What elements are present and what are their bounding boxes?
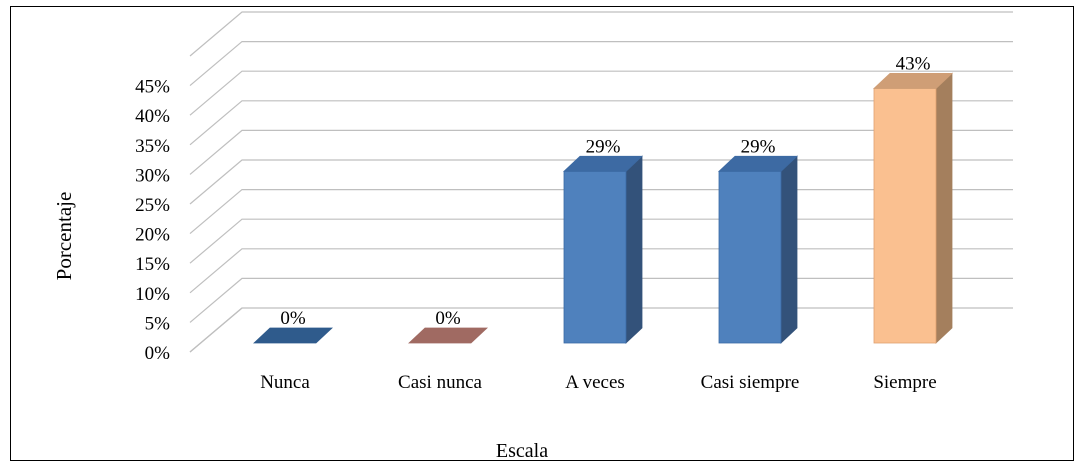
y-axis-label: Porcentaje bbox=[52, 192, 76, 281]
bar-2 bbox=[407, 327, 489, 344]
x-tick-label: A veces bbox=[565, 372, 625, 393]
y-tick-label: 35% bbox=[135, 136, 170, 157]
data-labels: 0% 0% 29% 29% 43% bbox=[280, 53, 930, 329]
grid-line-8 bbox=[189, 70, 1013, 116]
y-tick-label: 25% bbox=[135, 195, 170, 216]
y-tick-label: 30% bbox=[135, 165, 170, 186]
y-tick-label: 5% bbox=[145, 313, 171, 334]
y-tick-label: 0% bbox=[145, 343, 171, 364]
bar-side bbox=[935, 72, 953, 344]
x-axis-label: Escala bbox=[496, 440, 548, 462]
grid-line-10 bbox=[189, 11, 1013, 57]
bar-4 bbox=[717, 155, 799, 344]
y-axis-ticks: 0% 5% 10% 15% 20% 25% 30% 35% 40% 45% bbox=[135, 77, 170, 364]
grid-line-9 bbox=[189, 40, 1013, 87]
bar-top bbox=[872, 73, 954, 89]
bar-top bbox=[717, 155, 799, 172]
data-label: 43% bbox=[896, 53, 931, 74]
floor-edge bbox=[189, 307, 243, 353]
bar-flat bbox=[407, 327, 489, 344]
bar-front bbox=[563, 170, 627, 344]
grid-line-6 bbox=[189, 129, 1013, 175]
bar-5 bbox=[872, 72, 954, 344]
y-tick-label: 10% bbox=[135, 284, 170, 305]
bar-front bbox=[873, 88, 937, 344]
x-tick-label: Casi siempre bbox=[701, 372, 800, 393]
data-label: 0% bbox=[435, 308, 461, 329]
bar-3 bbox=[562, 155, 644, 344]
x-tick-label: Siempre bbox=[873, 372, 936, 393]
y-tick-label: 15% bbox=[135, 254, 170, 275]
data-label: 29% bbox=[741, 136, 776, 157]
data-label: 29% bbox=[586, 136, 621, 157]
x-axis-ticks: Nunca Casi nunca A veces Casi siempre Siempr… bbox=[260, 372, 936, 393]
x-tick-label: Casi nunca bbox=[398, 372, 482, 393]
bar-side bbox=[625, 155, 643, 344]
y-tick-label: 45% bbox=[135, 77, 170, 98]
grid-line-7 bbox=[189, 100, 1013, 146]
x-tick-label: Nunca bbox=[260, 372, 310, 393]
y-tick-label: 20% bbox=[135, 225, 170, 246]
bar-flat bbox=[252, 327, 334, 344]
bar-top bbox=[562, 155, 644, 172]
bar-side bbox=[780, 155, 798, 344]
y-tick-label: 40% bbox=[135, 106, 170, 127]
bar-front bbox=[718, 170, 782, 344]
bars bbox=[252, 72, 954, 344]
bar-1 bbox=[252, 327, 334, 344]
data-label: 0% bbox=[280, 308, 306, 329]
